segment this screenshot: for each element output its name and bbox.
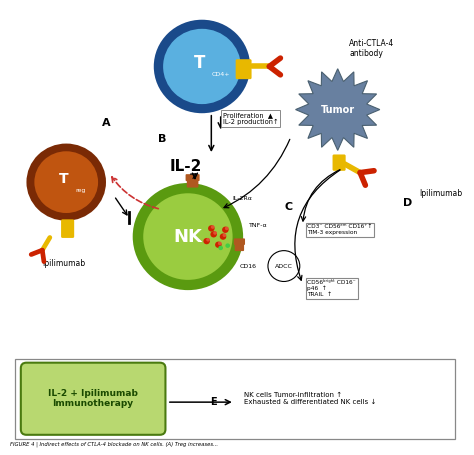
Circle shape	[203, 238, 210, 244]
Text: TNF-α: TNF-α	[249, 223, 267, 228]
Text: T: T	[194, 54, 205, 72]
Circle shape	[208, 225, 215, 232]
FancyBboxPatch shape	[187, 178, 199, 187]
Text: FIGURE 4 | Indirect effects of CTLA-4 blockade on NK cells. (A) Treg increases..: FIGURE 4 | Indirect effects of CTLA-4 bl…	[10, 441, 218, 447]
Circle shape	[219, 246, 223, 250]
Text: B: B	[158, 134, 166, 144]
Circle shape	[134, 184, 242, 289]
Text: IL-2 + Ipilimumab
Immunotherapy: IL-2 + Ipilimumab Immunotherapy	[48, 389, 138, 409]
Text: Ipilimumab: Ipilimumab	[419, 189, 463, 198]
Circle shape	[155, 21, 249, 112]
Circle shape	[211, 225, 215, 229]
Polygon shape	[296, 69, 380, 151]
Text: D: D	[403, 197, 412, 207]
Circle shape	[223, 233, 226, 237]
Circle shape	[220, 233, 226, 240]
Circle shape	[225, 243, 230, 248]
Circle shape	[206, 238, 210, 242]
Circle shape	[225, 227, 228, 230]
Text: IL-2Rα: IL-2Rα	[232, 196, 252, 201]
Circle shape	[222, 227, 228, 233]
Circle shape	[268, 251, 300, 282]
Text: ADCC: ADCC	[275, 263, 293, 268]
Text: Proliferation  ▲
IL-2 production↑: Proliferation ▲ IL-2 production↑	[223, 112, 279, 125]
FancyBboxPatch shape	[186, 174, 200, 181]
Text: CD3⁻ CD56ᵉᵐ CD16⁺↑
TIM-3 expression: CD3⁻ CD56ᵉᵐ CD16⁺↑ TIM-3 expression	[307, 224, 373, 235]
Circle shape	[215, 242, 222, 248]
FancyBboxPatch shape	[21, 363, 165, 435]
Circle shape	[143, 193, 233, 280]
Circle shape	[210, 231, 217, 238]
Text: C: C	[284, 202, 292, 212]
Text: reg: reg	[75, 187, 86, 192]
Circle shape	[213, 231, 217, 235]
Text: Tumor: Tumor	[320, 105, 355, 115]
Text: NK cells Tumor-infiltration ↑
Exhausted & differentiated NK cells ↓: NK cells Tumor-infiltration ↑ Exhausted …	[244, 393, 376, 405]
Text: E: E	[210, 397, 217, 407]
FancyBboxPatch shape	[236, 59, 252, 79]
FancyBboxPatch shape	[234, 238, 245, 245]
Text: NK: NK	[173, 228, 202, 246]
Circle shape	[28, 145, 105, 219]
Text: T: T	[59, 172, 69, 186]
Circle shape	[218, 242, 222, 245]
Text: IL-2: IL-2	[169, 159, 202, 174]
Text: Ipilimumab: Ipilimumab	[42, 259, 85, 268]
FancyBboxPatch shape	[333, 154, 346, 171]
FancyBboxPatch shape	[235, 242, 244, 251]
Circle shape	[163, 29, 241, 104]
Text: A: A	[102, 118, 110, 128]
FancyBboxPatch shape	[61, 219, 74, 238]
Text: CD16: CD16	[239, 263, 256, 268]
Text: CD4+: CD4+	[211, 72, 230, 77]
Text: CD56ᵇʳⁱᵍʰᵗ CD16⁻
p46  ↑
TRAIL  ↑: CD56ᵇʳⁱᵍʰᵗ CD16⁻ p46 ↑ TRAIL ↑	[307, 280, 356, 297]
Text: Anti-CTLA-4
antibody: Anti-CTLA-4 antibody	[349, 39, 395, 58]
Circle shape	[35, 151, 98, 213]
